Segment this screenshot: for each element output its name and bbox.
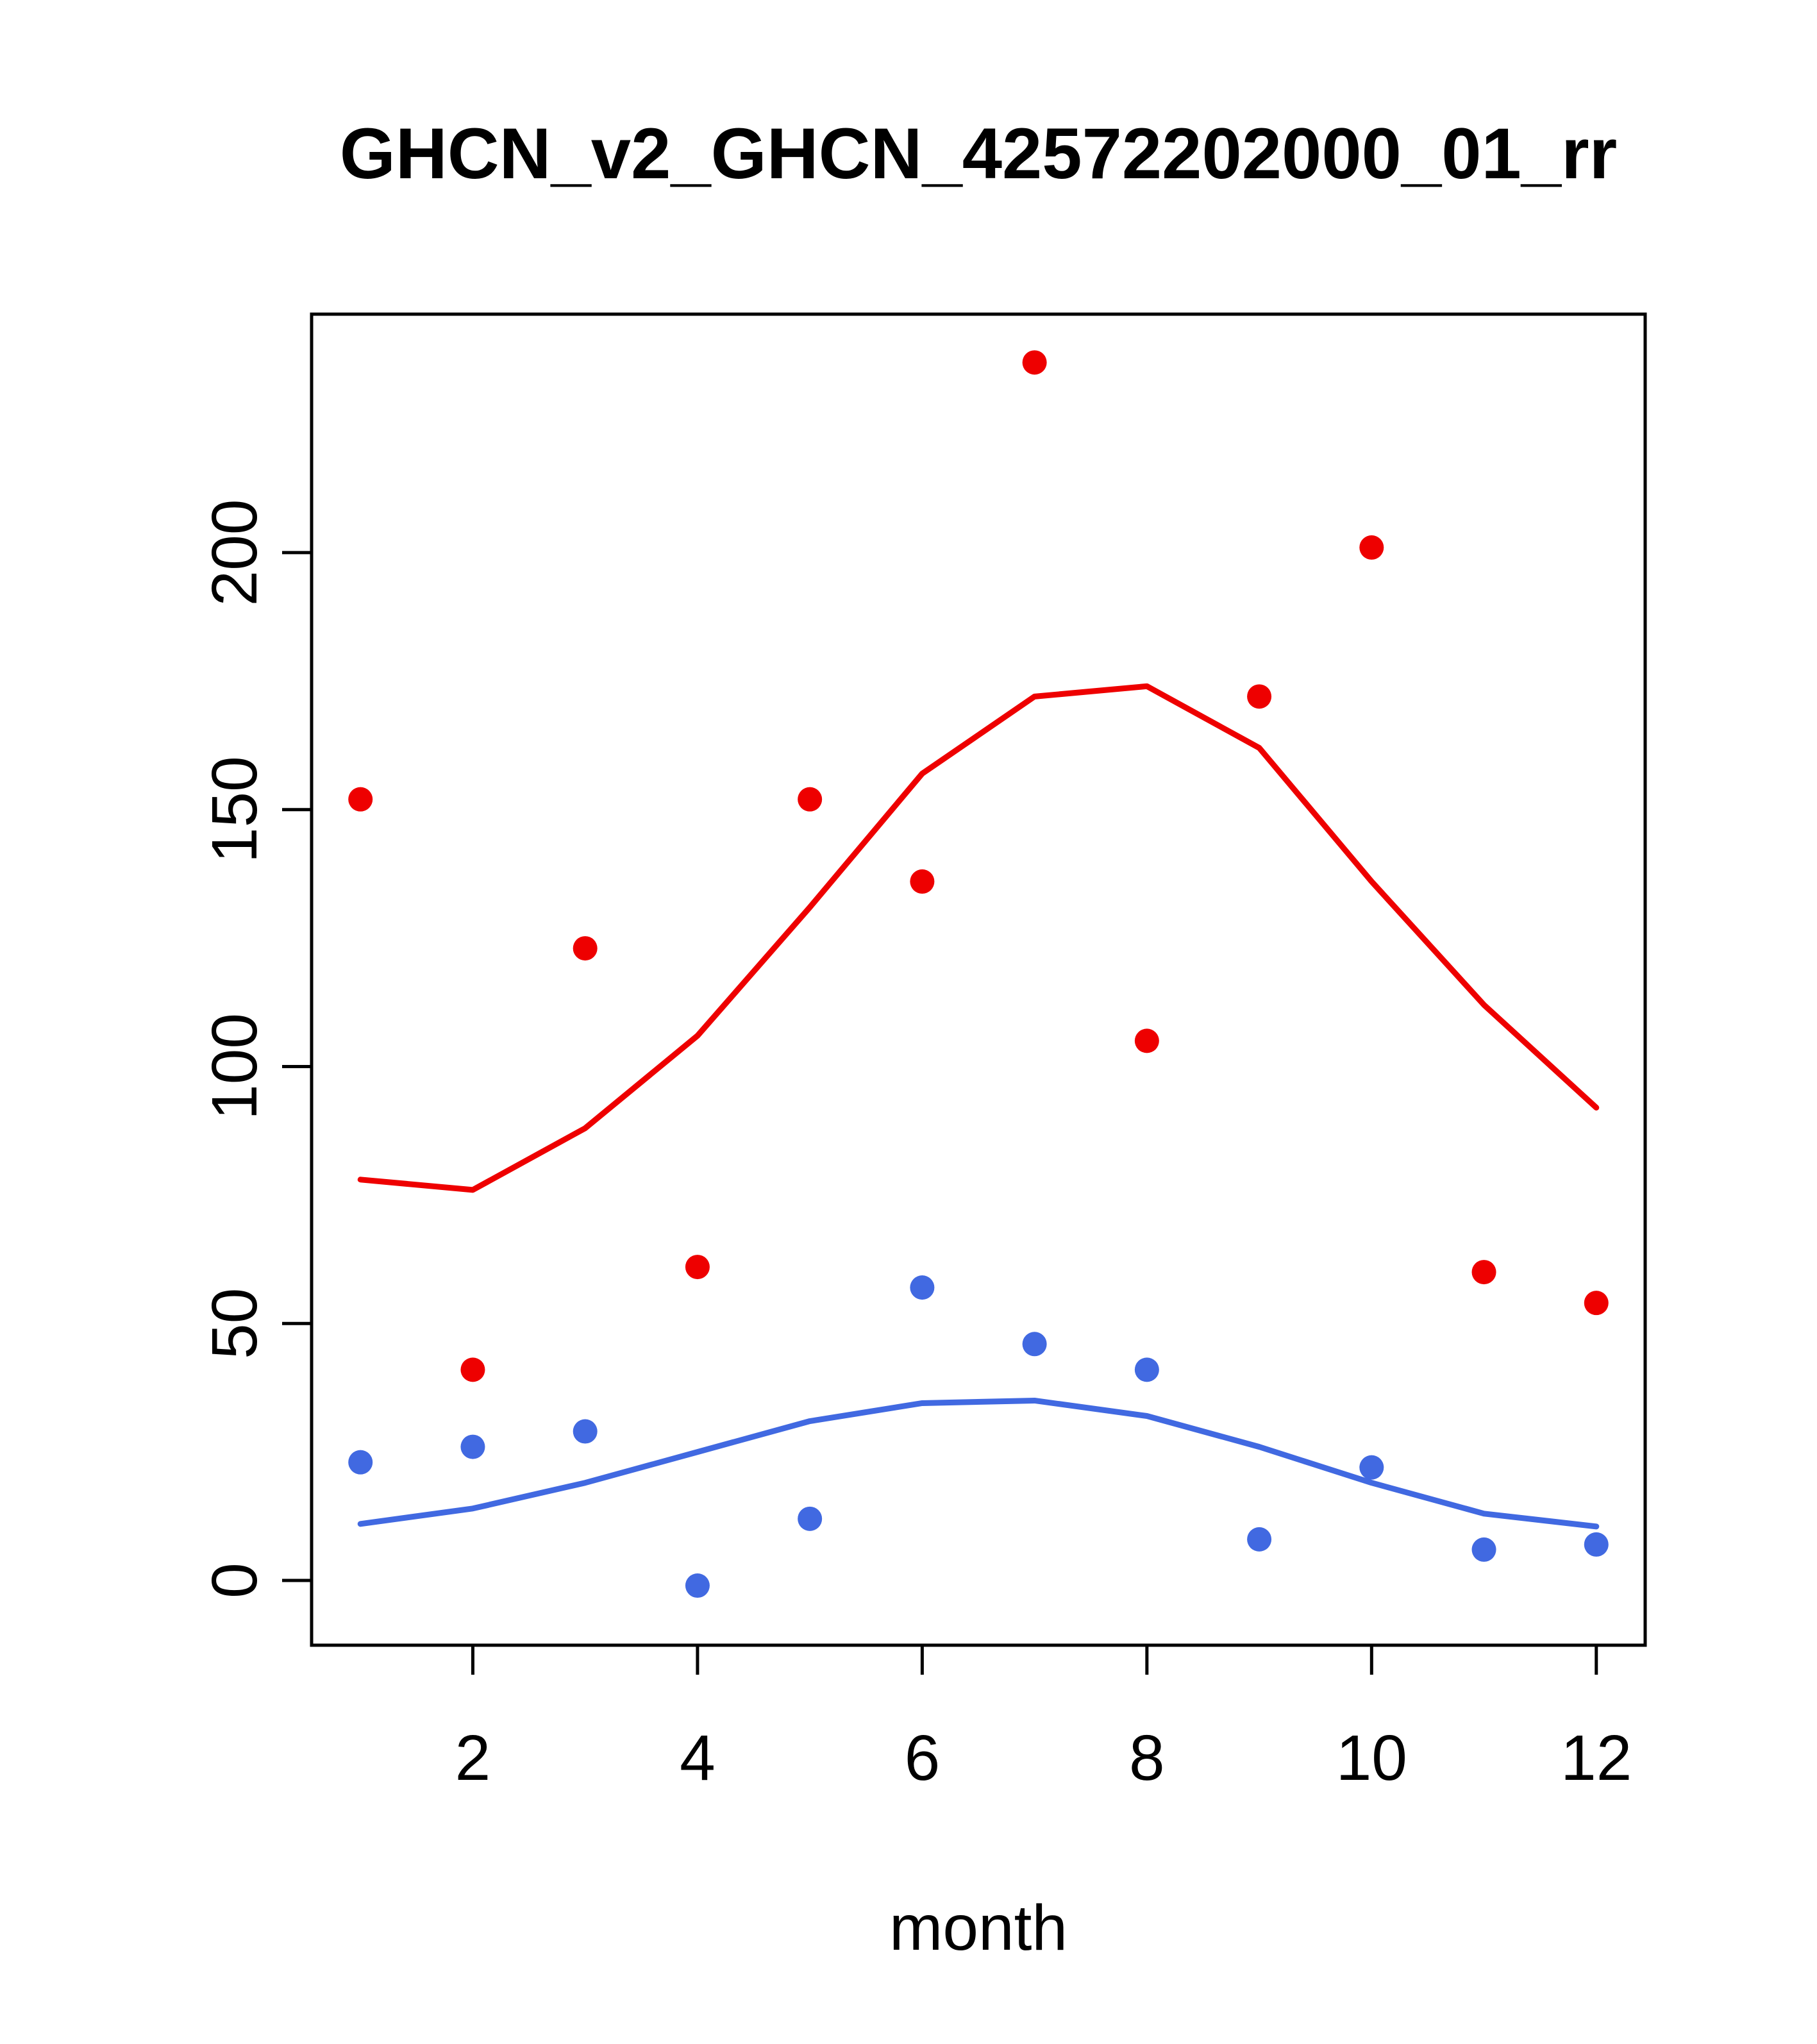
series-blue-points (348, 1275, 1609, 1598)
plot-border (310, 312, 1647, 1647)
data-point (460, 1434, 485, 1459)
data-point (910, 1275, 935, 1300)
data-point (573, 1419, 598, 1444)
data-point (1134, 1357, 1159, 1382)
x-tick-label: 2 (455, 1722, 491, 1794)
data-point (1134, 1028, 1159, 1053)
data-point (1584, 1291, 1609, 1316)
y-tick-label: 100 (199, 1013, 271, 1120)
y-tick-label: 150 (199, 756, 271, 863)
series-red-line-smooth (357, 683, 1600, 1193)
data-point (1471, 1260, 1496, 1285)
x-tick-label: 12 (1561, 1722, 1632, 1794)
chart-title: GHCN_v2_GHCN_42572202000_01_rr (339, 113, 1618, 194)
data-point (348, 787, 373, 812)
x-tick-label: 10 (1336, 1722, 1407, 1794)
data-point (1471, 1537, 1496, 1562)
y-tick-label: 0 (199, 1562, 271, 1598)
data-point (798, 787, 823, 812)
data-point (1359, 1455, 1384, 1480)
y-tick-label: 50 (199, 1288, 271, 1359)
data-point (1247, 1527, 1272, 1552)
data-point (685, 1255, 710, 1280)
data-point (460, 1357, 485, 1382)
x-axis: 2 4 6 8 10 12 (455, 1645, 1632, 1794)
y-axis: 0 50 100 150 200 (199, 499, 312, 1598)
data-point (1584, 1532, 1609, 1557)
x-tick-label: 8 (1129, 1722, 1165, 1794)
series-blue-line-smooth (357, 1397, 1600, 1530)
x-tick-label: 6 (905, 1722, 941, 1794)
data-point (1022, 350, 1047, 375)
data-point (798, 1506, 823, 1531)
y-tick-label: 200 (199, 499, 271, 606)
data-point (1247, 684, 1272, 709)
x-tick-label: 4 (680, 1722, 716, 1794)
data-point (348, 1450, 373, 1475)
x-axis-label: month (889, 1892, 1068, 1964)
series-red-points (348, 350, 1609, 1382)
data-point (573, 936, 598, 961)
data-point (1359, 535, 1384, 560)
data-point (685, 1573, 710, 1598)
data-point (1022, 1332, 1047, 1357)
data-point (910, 869, 935, 894)
